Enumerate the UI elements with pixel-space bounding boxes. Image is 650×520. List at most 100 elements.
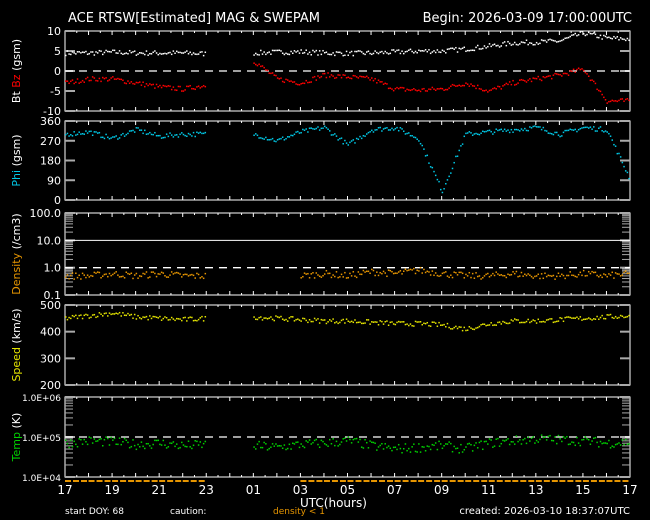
data-point-bz bbox=[624, 98, 627, 101]
data-point-bt bbox=[596, 36, 598, 39]
data-point-density bbox=[574, 275, 577, 278]
y-tick-label: 270 bbox=[40, 135, 61, 148]
data-point-bz bbox=[443, 89, 445, 91]
data-point-bt bbox=[428, 49, 430, 51]
data-point-temp bbox=[576, 436, 578, 439]
data-point-speed bbox=[85, 313, 87, 316]
data-point-bz bbox=[613, 100, 615, 102]
data-point-bz bbox=[318, 76, 321, 79]
data-point-speed bbox=[355, 321, 358, 324]
data-point-phi bbox=[550, 133, 553, 135]
data-point-temp bbox=[377, 446, 380, 448]
data-point-phi bbox=[135, 127, 138, 129]
data-point-density bbox=[505, 276, 508, 279]
data-point-phi bbox=[335, 135, 338, 137]
data-point-phi bbox=[527, 129, 529, 132]
data-point-bt bbox=[554, 40, 556, 42]
data-point-speed bbox=[549, 318, 551, 320]
data-point-phi bbox=[315, 127, 318, 130]
data-point-speed bbox=[507, 322, 509, 325]
data-point-density bbox=[492, 272, 494, 275]
data-point-bt bbox=[577, 34, 580, 36]
data-point-density bbox=[402, 270, 405, 272]
data-point-density bbox=[159, 273, 161, 275]
data-point-bt bbox=[549, 38, 551, 41]
data-point-bz bbox=[172, 86, 175, 88]
data-point-bz bbox=[596, 88, 598, 91]
data-point-phi bbox=[549, 132, 551, 135]
data-point-speed bbox=[431, 321, 434, 323]
data-point-bz bbox=[524, 80, 526, 82]
data-point-density bbox=[562, 274, 565, 277]
data-point-phi bbox=[492, 133, 494, 135]
data-point-temp bbox=[428, 445, 430, 448]
data-point-speed bbox=[140, 317, 143, 320]
data-point-phi bbox=[167, 135, 170, 138]
data-point-temp bbox=[604, 442, 607, 444]
data-point-bz bbox=[396, 86, 398, 89]
data-point-speed bbox=[327, 321, 329, 323]
data-point-bz bbox=[382, 83, 385, 85]
data-point-phi bbox=[323, 125, 326, 128]
data-point-bz bbox=[103, 77, 106, 80]
data-point-speed bbox=[468, 326, 471, 328]
data-point-density bbox=[488, 276, 491, 278]
data-point-density bbox=[179, 273, 181, 275]
data-point-phi bbox=[482, 130, 484, 133]
data-point-speed bbox=[404, 323, 407, 326]
data-point-temp bbox=[310, 443, 313, 445]
data-point-speed bbox=[576, 316, 578, 318]
data-point-density bbox=[448, 276, 450, 279]
data-point-bt bbox=[340, 52, 343, 55]
data-point-phi bbox=[525, 129, 528, 132]
data-point-speed bbox=[482, 323, 484, 325]
data-point-speed bbox=[179, 318, 181, 320]
data-point-bt bbox=[329, 53, 331, 56]
data-point-temp bbox=[476, 447, 479, 449]
data-point-bz bbox=[424, 90, 427, 92]
data-point-bz bbox=[451, 83, 454, 86]
data-point-bt bbox=[384, 50, 386, 53]
data-point-phi bbox=[483, 131, 486, 133]
data-point-bt bbox=[66, 50, 69, 52]
data-point-speed bbox=[439, 324, 442, 326]
data-point-temp bbox=[465, 446, 467, 448]
data-point-density bbox=[308, 277, 311, 279]
data-point-temp bbox=[320, 439, 323, 442]
data-point-density bbox=[132, 277, 134, 280]
data-point-bz bbox=[456, 85, 459, 87]
data-point-bt bbox=[337, 51, 339, 54]
data-point-bt bbox=[174, 52, 176, 55]
data-point-speed bbox=[525, 320, 528, 323]
data-point-speed bbox=[152, 315, 154, 318]
data-point-bz bbox=[280, 77, 282, 79]
data-point-speed bbox=[480, 324, 482, 326]
data-point-speed bbox=[172, 318, 175, 320]
data-point-temp bbox=[150, 447, 153, 449]
data-point-bz bbox=[423, 87, 425, 90]
data-point-bz bbox=[384, 82, 386, 85]
data-point-phi bbox=[566, 129, 568, 132]
data-point-temp bbox=[303, 446, 306, 449]
data-point-speed bbox=[164, 316, 166, 318]
data-point-speed bbox=[497, 321, 499, 324]
data-point-speed bbox=[93, 313, 96, 316]
data-point-density bbox=[91, 275, 94, 277]
data-point-bz bbox=[197, 85, 200, 87]
data-point-temp bbox=[268, 447, 270, 450]
data-point-bz bbox=[191, 87, 193, 90]
data-point-bz bbox=[174, 89, 176, 91]
data-point-bt bbox=[83, 51, 85, 54]
data-point-bz bbox=[110, 77, 112, 79]
data-point-temp bbox=[354, 438, 356, 440]
data-point-bt bbox=[500, 45, 503, 47]
data-point-temp bbox=[582, 438, 585, 441]
data-point-density bbox=[493, 274, 496, 277]
data-point-speed bbox=[266, 318, 269, 320]
data-point-density bbox=[357, 271, 360, 273]
data-point-bz bbox=[128, 82, 131, 84]
data-point-bt bbox=[317, 54, 319, 56]
data-point-temp bbox=[443, 445, 445, 447]
data-point-bz bbox=[492, 87, 494, 90]
data-point-phi bbox=[265, 136, 267, 139]
